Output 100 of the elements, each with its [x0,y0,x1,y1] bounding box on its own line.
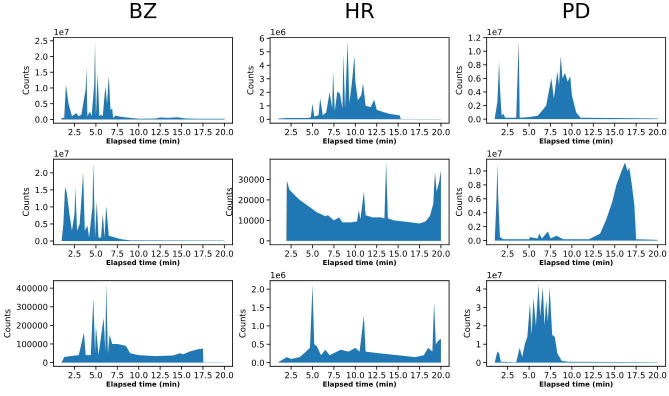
x-tick-label: 15.0 [606,128,624,136]
y-tick-label: 0.8 [468,62,481,68]
x-tick-label: 20.0 [216,372,234,378]
x-tick-label: 17.5 [628,250,645,257]
y-tick-label: 3 [476,304,480,311]
y-tick-label: 0 [476,360,481,366]
y-tick-label: 6 [260,35,264,42]
x-tick-label: 5.0 [306,250,319,257]
x-tick-label: 10.0 [564,250,581,257]
y-tick-label: 10000 [238,217,264,224]
x-tick-label: 5.0 [306,128,319,136]
y-axis-title: Counts [464,309,470,338]
text: 1e7 [488,150,502,157]
y-axis-title: Counts [456,66,462,94]
text: 1e6 [271,28,286,36]
y-tick-label: 0.5 [252,341,264,348]
y-tick-label: 0 [260,238,264,244]
x-tick-label: 15.0 [173,372,190,378]
x-tick-label: 17.5 [628,129,645,136]
y-axis-title: Counts [226,188,232,216]
y-tick-label: 2.0 [252,286,264,292]
y-axis-title: Counts [22,188,29,216]
x-tick-label: 2.5 [285,250,297,257]
y-tick-label: 1.0 [36,84,48,92]
y-tick-label: 0.0 [468,116,481,122]
x-tick-label: 17.5 [411,129,428,136]
y-tick-label: 30000 [238,176,264,183]
x-tick-label: 10.0 [346,250,364,257]
x-tick-label: 17.5 [194,129,212,136]
y-tick-label: 0.6 [468,196,481,202]
y-tick-label: 4 [260,62,264,68]
y-tick-label: 0.2 [468,102,480,109]
x-tick-label: 10.0 [564,128,581,136]
y-tick-label: 0.8 [468,182,481,188]
x-tick-label: 15.0 [390,372,407,378]
x-tick-label: 5.0 [523,250,536,257]
x-tick-label: 15.0 [606,250,624,257]
y-tick-label: 400000 [16,285,48,292]
x-tick-label: 5.0 [90,250,102,257]
y-tick-label: 0.4 [468,88,481,96]
x-tick-label: 2.5 [285,128,297,136]
x-tick-label: 17.5 [194,372,212,378]
y-tick-label: 0.5 [35,220,48,228]
y-tick-label: 5 [260,48,264,56]
x-tick-label: 17.5 [628,372,645,378]
x-tick-label: 5.0 [523,372,536,378]
x-tick-label: 5.0 [306,372,319,378]
y-tick-label: 20000 [238,196,264,204]
y-tick-label: 100000 [17,340,48,348]
x-tick-label: 2.5 [502,372,514,378]
x-tick-label: 2.5 [68,128,80,136]
x-tick-label: 15.0 [390,250,407,257]
y-tick-label: 1.5 [252,304,264,311]
x-tick-label: 7.5 [544,250,556,257]
x-tick-label: 12.5 [368,250,386,257]
x-tick-label: 12.5 [584,250,602,257]
x-tick-label: 7.5 [328,129,340,136]
x-tick-label: 12.5 [368,372,386,378]
y-tick-label: 0 [43,360,48,366]
y-axis-title: Counts [22,66,29,94]
y-tick-label: 1.0 [36,204,48,210]
x-tick-label: 12.5 [152,372,169,378]
x-tick-label: 2.5 [68,250,80,257]
y-tick-label: 300000 [16,304,48,310]
x-tick-label: 20.0 [216,250,234,257]
x-tick-label: 17.5 [194,250,212,257]
y-tick-label: 0.0 [468,238,481,244]
y-tick-label: 0.0 [252,360,264,366]
x-tick-label: 12.5 [152,250,169,257]
x-tick-label: 7.5 [111,372,124,378]
x-tick-label: 20.0 [648,128,666,136]
text: 1e7 [488,272,502,278]
text: 1e6 [271,272,286,278]
y-tick-label: 2.0 [35,53,48,60]
y-tick-label: 200000 [16,322,48,329]
x-tick-label: 7.5 [544,129,556,136]
x-tick-label: 10.0 [346,128,364,136]
text: 1e7 [488,28,502,36]
x-tick-label: 10.0 [130,128,148,136]
y-axis-title: Counts [239,309,246,338]
y-tick-label: 1.2 [468,34,480,41]
y-tick-label: 1 [476,341,480,348]
x-tick-label: 10.0 [564,372,581,378]
x-tick-label: 15.0 [173,250,190,257]
y-tick-label: 3 [260,76,264,82]
x-tick-label: 20.0 [432,372,450,378]
y-tick-label: 0.2 [468,224,480,230]
y-tick-label: 2 [476,322,480,329]
x-tick-label: 2.5 [502,128,514,136]
x-tick-label: 20.0 [648,372,666,378]
y-tick-label: 1.0 [468,48,481,54]
y-tick-label: 1.5 [36,69,48,76]
chart-title: PD [564,2,590,18]
x-tick-label: 7.5 [111,129,124,136]
x-tick-label: 10.0 [346,372,364,378]
y-axis-title: Counts [456,188,462,216]
x-tick-label: 5.0 [523,128,536,136]
x-tick-label: 20.0 [216,128,234,136]
x-tick-label: 15.0 [606,372,624,378]
x-tick-label: 20.0 [432,250,450,257]
